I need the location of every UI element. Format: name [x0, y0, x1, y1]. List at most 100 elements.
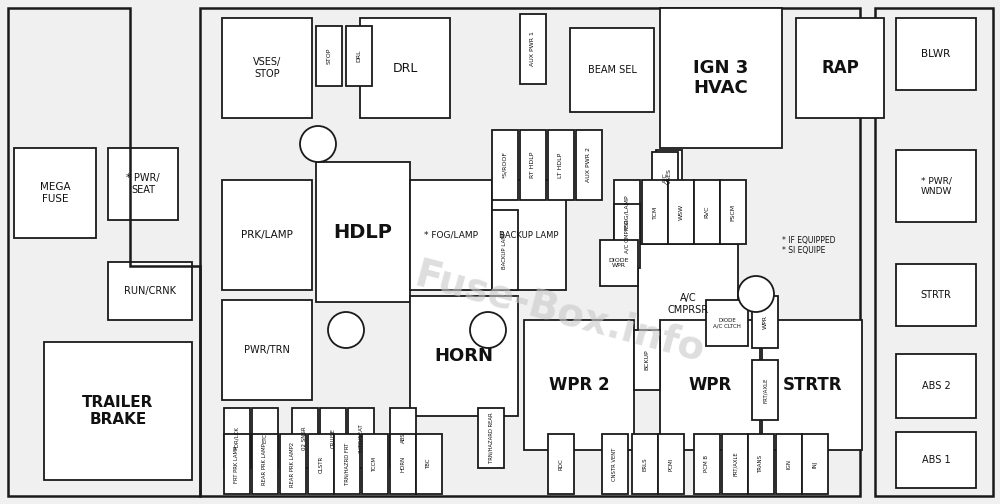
Bar: [632, 434, 658, 494]
Text: DIODE
WPR: DIODE WPR: [609, 258, 629, 269]
Bar: [280, 434, 306, 494]
Circle shape: [738, 276, 774, 312]
Text: IGN 3
HVAC: IGN 3 HVAC: [693, 58, 749, 97]
Bar: [520, 130, 546, 200]
Text: FRT/AXLE: FRT/AXLE: [763, 377, 768, 403]
Text: FSCM: FSCM: [730, 204, 736, 221]
Bar: [362, 434, 388, 494]
Text: WSW: WSW: [678, 204, 684, 220]
Text: DIODE
A/C CLTCH: DIODE A/C CLTCH: [713, 318, 741, 329]
Bar: [896, 264, 976, 326]
Text: CLSTR: CLSTR: [318, 456, 324, 473]
Circle shape: [328, 312, 364, 348]
Text: HORN: HORN: [400, 456, 406, 472]
Bar: [748, 434, 774, 494]
Bar: [224, 408, 250, 468]
Text: *S/ROOF: *S/ROOF: [503, 152, 508, 178]
Text: ABS 2: ABS 2: [922, 381, 950, 391]
Text: TBC: TBC: [426, 459, 432, 469]
Bar: [660, 320, 760, 450]
Bar: [108, 262, 192, 320]
Text: STOP: STOP: [326, 48, 332, 64]
Text: AUX PWR 2: AUX PWR 2: [586, 148, 592, 182]
Text: TRANS: TRANS: [759, 455, 764, 473]
Bar: [416, 434, 442, 494]
Bar: [410, 296, 518, 416]
Bar: [548, 434, 574, 494]
Bar: [224, 434, 250, 494]
Text: RAP: RAP: [821, 59, 859, 77]
Text: * IF EQUIPPED
* SI EQUIPE: * IF EQUIPPED * SI EQUIPE: [782, 236, 836, 256]
Text: WPR: WPR: [763, 315, 768, 329]
Bar: [316, 162, 410, 302]
Bar: [896, 150, 976, 222]
Bar: [802, 434, 828, 494]
Bar: [348, 408, 374, 468]
Bar: [570, 28, 654, 112]
Text: FRT PRK LAMP: FRT PRK LAMP: [234, 446, 240, 482]
Bar: [390, 408, 416, 468]
Bar: [346, 26, 372, 86]
Text: TRN/HAZRD FRT: TRN/HAZRD FRT: [344, 443, 350, 485]
Text: VSES/
STOP: VSES/ STOP: [253, 57, 281, 79]
Text: ETC: ETC: [262, 433, 268, 443]
Bar: [896, 432, 976, 488]
Bar: [614, 180, 640, 244]
Text: PCMI: PCMI: [668, 457, 674, 471]
Bar: [762, 320, 862, 450]
Text: *DR/LCK: *DR/LCK: [234, 426, 240, 450]
Bar: [222, 180, 312, 290]
Text: * PWR/
WNDW: * PWR/ WNDW: [920, 176, 952, 196]
Bar: [252, 408, 278, 468]
Bar: [706, 300, 748, 346]
Bar: [614, 204, 640, 268]
Text: PRK/LAMP: PRK/LAMP: [241, 230, 293, 240]
Text: WPR 2: WPR 2: [549, 376, 609, 394]
Bar: [520, 14, 546, 84]
Bar: [548, 130, 574, 200]
Bar: [200, 8, 860, 496]
Bar: [722, 434, 748, 494]
Bar: [776, 434, 802, 494]
Text: BLWR: BLWR: [921, 49, 951, 59]
Bar: [576, 130, 602, 200]
Text: BACKUP LAMP: BACKUP LAMP: [503, 231, 508, 269]
Text: TCCM: TCCM: [372, 457, 378, 472]
Text: A/C CMPRSR: A/C CMPRSR: [624, 219, 630, 253]
Bar: [292, 408, 318, 468]
Text: A/C: A/C: [662, 173, 668, 183]
Text: LT HDLP: LT HDLP: [558, 152, 564, 177]
Text: * FOG/LAMP: * FOG/LAMP: [424, 230, 478, 239]
Text: A/C
CMPRSR: A/C CMPRSR: [667, 293, 709, 315]
Text: BCKUP: BCKUP: [644, 350, 650, 370]
Bar: [694, 434, 720, 494]
Bar: [524, 320, 634, 450]
Bar: [752, 360, 778, 420]
Bar: [316, 26, 342, 86]
Text: RDC: RDC: [558, 458, 564, 470]
Bar: [694, 180, 720, 244]
Text: INJ: INJ: [812, 460, 818, 468]
Bar: [252, 434, 278, 494]
Text: TRAILER
BRAKE: TRAILER BRAKE: [82, 395, 154, 427]
Text: *HTD/SEAT: *HTD/SEAT: [358, 423, 364, 453]
Text: ABS: ABS: [400, 432, 406, 444]
Bar: [108, 148, 178, 220]
Text: CRUISE: CRUISE: [330, 428, 336, 448]
Text: PCM B: PCM B: [704, 456, 710, 473]
Text: ABS 1: ABS 1: [922, 455, 950, 465]
Bar: [642, 180, 668, 244]
Text: REAR PRK LAMP2: REAR PRK LAMP2: [290, 442, 296, 486]
Bar: [668, 180, 694, 244]
Bar: [638, 244, 738, 364]
Text: BACKUP LAMP: BACKUP LAMP: [499, 230, 559, 239]
Bar: [320, 408, 346, 468]
Text: WPR: WPR: [688, 376, 732, 394]
Text: DRL: DRL: [392, 61, 418, 75]
Bar: [222, 300, 312, 400]
Text: REAR PRK LAMP: REAR PRK LAMP: [262, 443, 268, 485]
Text: IGN: IGN: [786, 459, 792, 469]
Bar: [896, 354, 976, 418]
Text: DRL: DRL: [356, 50, 362, 62]
Text: HDLP: HDLP: [334, 222, 392, 241]
